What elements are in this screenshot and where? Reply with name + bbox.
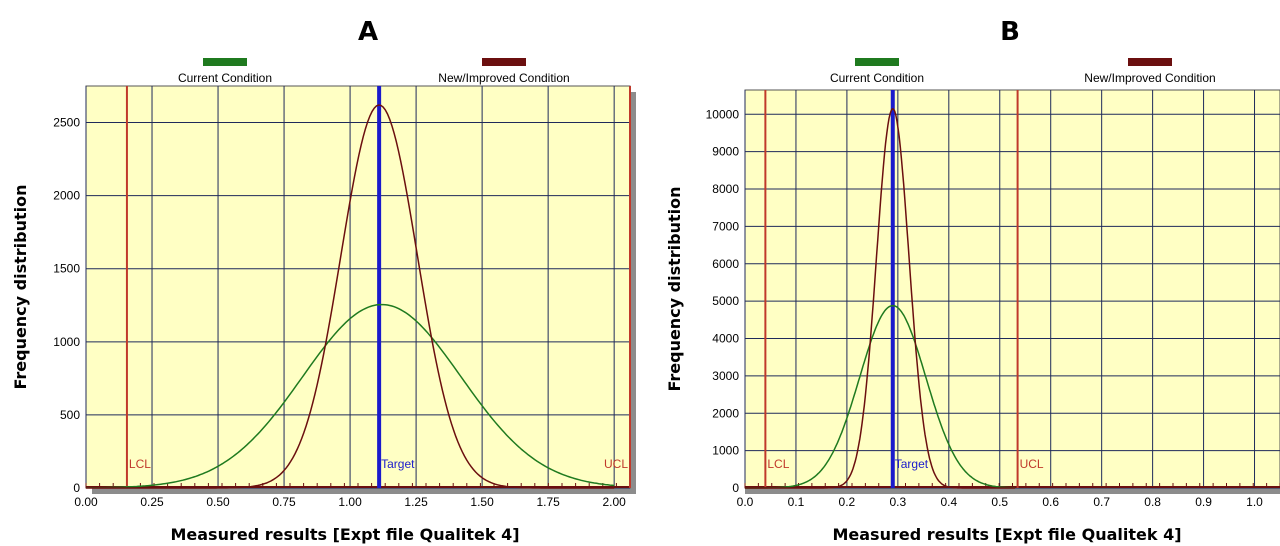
x-tick-label: 1.50 [470, 495, 494, 509]
series-curve-current [86, 303, 615, 489]
x-tick-label: 0.1 [788, 495, 805, 509]
ref-label-lcl: LCL [767, 457, 789, 471]
x-axis-title: Measured results [Expt file Qualitek 4] [832, 525, 1181, 544]
y-tick-label: 4000 [712, 332, 739, 346]
plot-shadow [745, 488, 1280, 494]
legend-label-current: Current Condition [178, 71, 272, 85]
y-tick-label: 5000 [712, 294, 739, 308]
legend-swatch-current [855, 58, 899, 66]
x-tick-label: 0.4 [940, 495, 957, 509]
series-curve-improved [745, 107, 1015, 489]
chart-panel-a: A 0.00 0.25 0.50 0.75 1.00 1.25 1.50 1.75 2.00 0 50… [11, 17, 636, 544]
x-tick-label: 0.6 [1042, 495, 1059, 509]
x-tick-label: 0.25 [140, 495, 164, 509]
x-tick-label: 1.0 [1246, 495, 1263, 509]
x-tick-label: 0.5 [991, 495, 1008, 509]
x-tick-label: 0.75 [272, 495, 296, 509]
y-tick-label: 6000 [712, 257, 739, 271]
panel-letter-b: B [1000, 17, 1020, 47]
x-tick-label: 0.7 [1093, 495, 1110, 509]
x-axis-title: Measured results [Expt file Qualitek 4] [170, 525, 519, 544]
y-tick-label: 0 [732, 481, 739, 495]
ref-label-target: Target [895, 457, 929, 471]
legend-swatch-improved [482, 58, 526, 66]
plot-area [85, 85, 631, 489]
x-tick-label: 0.00 [74, 495, 98, 509]
y-axis-title-group: Frequency distribution [11, 184, 30, 389]
ref-label-lcl: LCL [129, 457, 151, 471]
y-tick-label: 2500 [53, 116, 80, 130]
ref-label-ucl: UCL [1020, 457, 1044, 471]
legend-label-improved: New/Improved Condition [438, 71, 569, 85]
x-tick-label: 1.00 [338, 495, 362, 509]
y-tick-label: 9000 [712, 145, 739, 159]
series-curve-current [745, 304, 1015, 489]
y-tick-label: 1000 [712, 444, 739, 458]
ref-label-ucl: UCL [604, 457, 628, 471]
plot-area [744, 89, 1280, 489]
y-axis-title-group: Frequency distribution [665, 186, 684, 391]
y-tick-label: 1000 [53, 335, 80, 349]
x-tick-label: 1.75 [536, 495, 560, 509]
y-tick-label: 10000 [706, 107, 740, 121]
x-tick-label: 2.00 [602, 495, 626, 509]
x-tick-label: 0.9 [1195, 495, 1212, 509]
panel-letter-a: A [358, 17, 378, 47]
x-tick-label: 0.8 [1144, 495, 1161, 509]
y-tick-label: 3000 [712, 369, 739, 383]
chart-svg-b: B 0.0 0.1 0.2 0.3 0.4 0.5 0.6 0.7 0.8 0.9 1.0 0 1000 2… [665, 17, 1280, 544]
legend-label-improved: New/Improved Condition [1084, 71, 1215, 85]
y-tick-label: 0 [73, 481, 80, 495]
x-tick-label: 0.2 [839, 495, 856, 509]
y-tick-label: 7000 [712, 219, 739, 233]
y-axis-title: Frequency distribution [11, 184, 30, 389]
y-tick-label: 2000 [712, 406, 739, 420]
legend-label-current: Current Condition [830, 71, 924, 85]
series-curve-improved [86, 104, 615, 489]
y-axis-title: Frequency distribution [665, 186, 684, 391]
legend-swatch-improved [1128, 58, 1172, 66]
y-tick-label: 1500 [53, 262, 80, 276]
y-tick-label: 500 [60, 408, 80, 422]
x-tick-label: 0.3 [890, 495, 907, 509]
chart-svg-a: A 0.00 0.25 0.50 0.75 1.00 1.25 1.50 1.75 2.00 0 50… [11, 17, 636, 544]
ref-label-target: Target [381, 457, 415, 471]
x-tick-label: 1.25 [404, 495, 428, 509]
legend-swatch-current [203, 58, 247, 66]
y-tick-label: 2000 [53, 189, 80, 203]
chart-panel-b: B 0.0 0.1 0.2 0.3 0.4 0.5 0.6 0.7 0.8 0.9 1.0 0 1000 2… [640, 0, 1280, 546]
x-tick-label: 0.0 [737, 495, 754, 509]
x-tick-label: 0.50 [206, 495, 230, 509]
y-tick-label: 8000 [712, 182, 739, 196]
